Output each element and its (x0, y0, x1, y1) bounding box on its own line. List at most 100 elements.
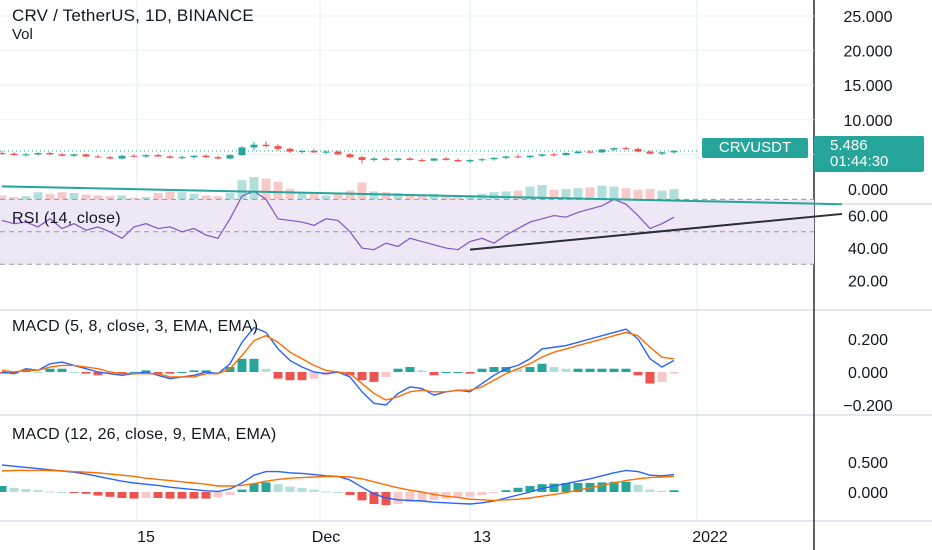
candle-body-6 (70, 154, 78, 156)
candle-body-5 (58, 154, 66, 156)
macd-fast-hist-20 (237, 358, 247, 372)
macd-slow-hist-29 (345, 492, 355, 495)
rsi-tick-label-0: 60.00 (848, 209, 888, 226)
time-tick-label-2: 13 (473, 529, 491, 546)
macd-slow-signal-line (1, 469, 675, 502)
candle-body-46 (550, 154, 558, 156)
volume-bar-28 (333, 193, 343, 201)
macd-slow-hist-5 (57, 492, 67, 493)
candle-body-13 (154, 155, 162, 157)
macd-slow-hist-36 (429, 492, 439, 500)
candle-body-22 (262, 144, 270, 147)
candle-body-34 (406, 158, 414, 160)
volume-bar-8 (93, 195, 103, 201)
macd-slow-hist-4 (45, 491, 55, 493)
macd-slow-hist-38 (453, 492, 463, 498)
macd-slow-hist-9 (105, 492, 115, 497)
candle-body-4 (46, 153, 54, 155)
macd-fast-tick-label-2: −0.200 (843, 398, 892, 415)
macd-fast-hist-21 (249, 358, 259, 372)
candle-body-41 (490, 157, 498, 160)
volume-bar-31 (369, 191, 379, 201)
macd-fast-hist-22 (261, 368, 271, 372)
volume-bar-29 (345, 190, 355, 201)
candle-body-27 (322, 151, 330, 153)
volume-bar-21 (249, 177, 259, 201)
volume-bar-51 (609, 186, 619, 201)
volume-bar-32 (381, 192, 391, 201)
candle-body-56 (670, 150, 678, 153)
candle-body-40 (478, 159, 486, 161)
candle-body-38 (454, 159, 462, 162)
macd-fast-hist-23 (273, 372, 283, 379)
candle-body-33 (394, 158, 402, 160)
macd-fast-tick-label-1: 0.000 (848, 365, 888, 382)
macd-slow-hist-50 (597, 482, 607, 492)
candle-body-51 (610, 148, 618, 150)
macd-fast-hist-26 (309, 372, 319, 379)
candle-body-43 (514, 156, 522, 158)
macd-fast-hist-33 (393, 368, 403, 372)
volume-bar-14 (165, 191, 175, 201)
macd-slow-hist-40 (477, 492, 487, 495)
macd-slow-hist-19 (225, 492, 235, 495)
rsi-tick-label-2: 20.00 (848, 274, 888, 291)
volume-bar-5 (57, 192, 67, 201)
macd-fast-hist-32 (381, 372, 391, 377)
candle-body-53 (634, 148, 642, 152)
macd-slow-hist-46 (549, 483, 559, 492)
price-tick-label-5: 0.000 (848, 182, 888, 199)
volume-bar-38 (453, 196, 463, 201)
macd-slow-hist-18 (213, 492, 223, 498)
macd-fast-hist-44 (525, 367, 535, 372)
macd-fast-hist-18 (213, 372, 223, 373)
macd-slow-hist-53 (633, 484, 643, 492)
candle-body-31 (370, 158, 378, 160)
macd-fast-hist-11 (129, 372, 139, 373)
candle-body-12 (142, 155, 150, 157)
macd-fast-hist-15 (177, 372, 187, 373)
macd-fast-hist-4 (45, 368, 55, 372)
time-tick-label-3: 2022 (692, 529, 728, 546)
volume-bar-54 (645, 189, 655, 201)
rsi-trendline-upper (1, 185, 843, 206)
candle-body-17 (202, 155, 210, 158)
macd-slow-hist-30 (357, 492, 367, 501)
macd-fast-title: MACD (5, 8, close, 3, EMA, EMA) (12, 318, 259, 335)
candle-body-42 (502, 156, 510, 158)
candle-body-35 (418, 159, 426, 161)
macd-fast-hist-39 (465, 372, 475, 374)
macd-fast-hist-14 (165, 372, 175, 374)
volume-bar-27 (321, 195, 331, 201)
macd-slow-tick-label-0: 0.500 (848, 455, 888, 472)
volume-bar-50 (597, 185, 607, 201)
price-tick-label-3: 10.000 (844, 113, 893, 130)
macd-slow-tick-label-1: 0.000 (848, 485, 888, 502)
volume-bar-35 (417, 194, 427, 201)
macd-fast-hist-34 (405, 367, 415, 372)
macd-fast-macd-line (1, 326, 675, 406)
candle-body-23 (274, 146, 282, 149)
macd-fast-hist-24 (285, 372, 295, 381)
volume-bar-22 (261, 178, 271, 201)
candle-body-3 (34, 153, 42, 155)
macd-fast-hist-42 (501, 367, 511, 372)
macd-fast-hist-40 (477, 368, 487, 372)
macd-fast-hist-51 (609, 368, 619, 372)
volume-bar-9 (105, 196, 115, 201)
macd-fast-hist-43 (513, 368, 523, 372)
volume-bar-6 (69, 193, 79, 201)
candle-body-54 (646, 151, 654, 154)
macd-fast-hist-41 (489, 367, 499, 372)
candle-body-14 (166, 156, 174, 158)
macd-fast-hist-50 (597, 368, 607, 372)
candle-body-1 (10, 153, 18, 156)
rsi-title: RSI (14, close) (12, 210, 121, 227)
candle-body-7 (82, 154, 90, 157)
candle-body-16 (190, 155, 198, 158)
macd-slow-hist-42 (501, 490, 511, 492)
macd-fast-hist-9 (105, 372, 115, 374)
macd-slow-hist-21 (249, 483, 259, 492)
candle-body-24 (286, 148, 294, 152)
